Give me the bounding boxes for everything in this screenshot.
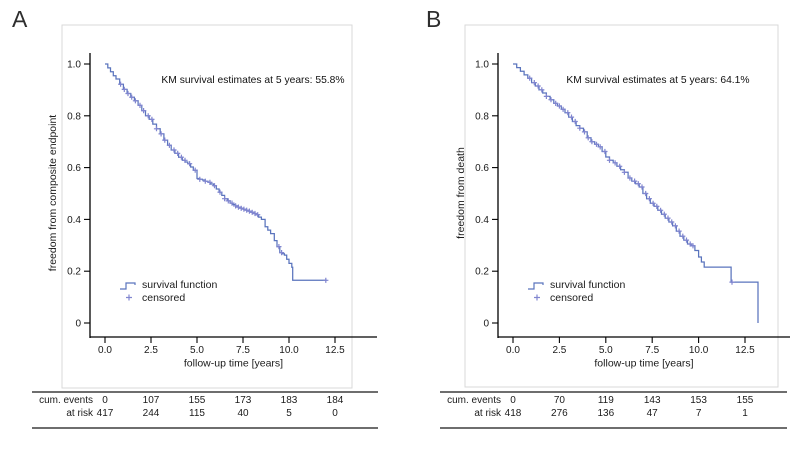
x-tick-label: 12.5	[325, 345, 345, 356]
risk-value: 1	[742, 408, 748, 419]
x-tick-label: 5.0	[599, 345, 613, 356]
panel-label-b: B	[426, 6, 442, 32]
censor-marks	[118, 81, 329, 283]
km-annotation: KM survival estimates at 5 years: 55.8%	[161, 75, 344, 86]
risk-value: 136	[597, 408, 614, 419]
risk-value: 0	[510, 395, 516, 406]
risk-value: 40	[237, 408, 249, 419]
x-tick-label: 0.0	[98, 345, 112, 356]
x-axis-title: follow-up time [years]	[184, 358, 283, 370]
y-tick-label: 0	[75, 319, 81, 330]
risk-row-label: cum. events	[447, 395, 501, 406]
censor-marks	[527, 75, 735, 285]
y-axis-title: freedom from composite endpoint	[47, 115, 59, 271]
risk-value: 155	[189, 395, 206, 406]
panel-a-km-plot: 1.0 0.8 0.6 0.4 0.2 0 0.0 2.5 5.0 7.5 10.0 12.5 foll…	[32, 24, 378, 429]
risk-row-label: at risk	[474, 408, 502, 419]
x-tick-label: 0.0	[506, 345, 520, 356]
risk-row-label: cum. events	[39, 395, 93, 406]
legend-label-survival: survival function	[142, 279, 217, 291]
risk-value: 0	[102, 395, 108, 406]
legend-label-censored: censored	[550, 292, 593, 304]
panel-b-km-plot: 1.0 0.8 0.6 0.4 0.2 0 0.0 2.5 5.0 7.5 10.0 12.5 foll…	[400, 0, 800, 453]
x-tick-label: 2.5	[552, 345, 566, 356]
km-plot-svg: 1.0 0.8 0.6 0.4 0.2 0 0.0 2.5 5.0 7.5 10.0 12.5 foll…	[32, 24, 378, 429]
risk-value: 5	[286, 408, 292, 419]
y-tick-label: 0.8	[67, 111, 81, 122]
risk-value: 417	[97, 408, 114, 419]
survival-curve	[105, 63, 327, 281]
risk-value: 184	[327, 395, 344, 406]
legend-plus-swatch	[126, 294, 132, 301]
x-tick-label: 2.5	[144, 345, 158, 356]
risk-value: 155	[737, 395, 754, 406]
risk-value: 244	[143, 408, 160, 419]
x-tick-label: 5.0	[190, 345, 204, 356]
legend-label-survival: survival function	[550, 279, 625, 291]
x-tick-label: 7.5	[236, 345, 250, 356]
y-tick-label: 1.0	[475, 60, 489, 71]
y-tick-label: 0.4	[67, 215, 81, 226]
y-tick-label: 1.0	[67, 60, 81, 71]
panel-label-a: A	[12, 6, 28, 32]
legend-plus-swatch	[534, 294, 540, 301]
risk-value: 115	[189, 408, 205, 419]
legend-step-swatch	[528, 282, 544, 290]
x-tick-label: 10.0	[279, 345, 299, 356]
y-tick-label: 0.4	[475, 215, 489, 226]
risk-value: 173	[235, 395, 252, 406]
risk-value: 0	[332, 408, 338, 419]
risk-value: 7	[696, 408, 702, 419]
y-tick-label: 0.2	[475, 267, 489, 278]
risk-value: 153	[690, 395, 707, 406]
x-tick-label: 7.5	[645, 345, 659, 356]
risk-value: 107	[143, 395, 160, 406]
legend-step-swatch	[120, 282, 136, 290]
y-tick-label: 0	[483, 319, 489, 330]
risk-value: 119	[598, 395, 614, 406]
y-tick-label: 0.6	[475, 163, 489, 174]
y-tick-label: 0.2	[67, 267, 81, 278]
y-tick-label: 0.6	[67, 163, 81, 174]
risk-value: 418	[505, 408, 522, 419]
risk-value: 47	[647, 408, 659, 419]
risk-value: 143	[644, 395, 661, 406]
plot-frame	[464, 24, 779, 388]
risk-value: 276	[551, 408, 568, 419]
km-plot-svg: 1.0 0.8 0.6 0.4 0.2 0 0.0 2.5 5.0 7.5 10.0 12.5 foll…	[440, 24, 790, 429]
y-axis-title: freedom from death	[455, 147, 467, 239]
legend-label-censored: censored	[142, 292, 185, 304]
km-annotation: KM survival estimates at 5 years: 64.1%	[566, 75, 749, 86]
x-axis-title: follow-up time [years]	[594, 358, 693, 370]
plot-frame	[61, 24, 353, 389]
risk-value: 70	[554, 395, 566, 406]
y-tick-label: 0.8	[475, 111, 489, 122]
x-tick-label: 12.5	[735, 345, 755, 356]
risk-value: 183	[281, 395, 298, 406]
x-tick-label: 10.0	[689, 345, 709, 356]
risk-row-label: at risk	[66, 408, 94, 419]
